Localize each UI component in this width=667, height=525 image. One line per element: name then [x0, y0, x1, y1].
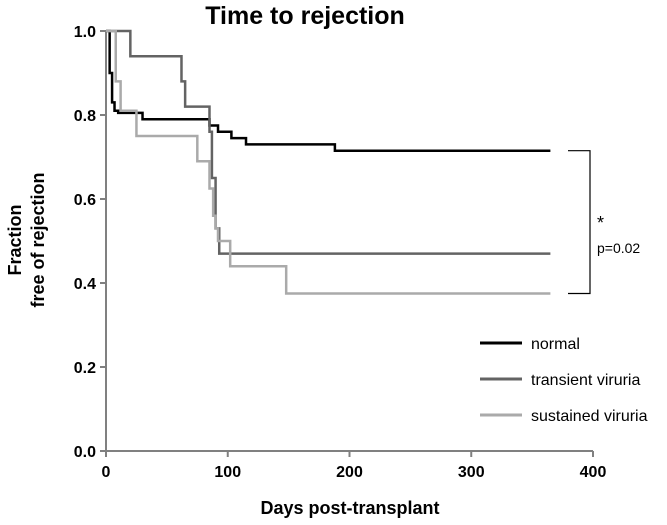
significance-bracket-line [568, 150, 591, 295]
legend-item-normal: normal [480, 336, 580, 353]
series-line-transient-viruria [106, 29, 551, 255]
y-tick-label: 0.4 [74, 276, 96, 293]
y-tick-label: 0.6 [74, 192, 96, 209]
axes [105, 31, 593, 452]
chart-title: Time to rejection [205, 2, 405, 30]
legend-label-sustained-viruria: sustained viruria [531, 408, 648, 425]
y-tick-label: 0.0 [74, 444, 96, 461]
significance-bracket: * p=0.02 [568, 150, 640, 295]
series-line-sustained-viruria [106, 29, 551, 295]
x-axis-label: Days post-transplant [260, 498, 439, 518]
significance-star: * [597, 213, 604, 233]
legend: normal transient viruria sustained virur… [480, 336, 648, 425]
legend-item-transient-viruria: transient viruria [480, 372, 640, 389]
y-tick-label: 0.8 [74, 108, 96, 125]
legend-label-normal: normal [531, 336, 580, 353]
p-value-label: p=0.02 [597, 240, 640, 256]
x-axis-ticks: 0 100 200 300 400 [102, 451, 607, 481]
series-layer [106, 29, 551, 295]
y-axis-label-line-2: free of rejection [28, 172, 48, 307]
y-axis-label-line-1: Fraction [5, 204, 25, 275]
y-axis-ticks: 0.0 0.2 0.4 0.6 0.8 1.0 [74, 24, 106, 461]
x-tick-label: 200 [336, 464, 363, 481]
x-tick-label: 400 [580, 464, 607, 481]
y-tick-label: 0.2 [74, 360, 96, 377]
x-tick-label: 100 [214, 464, 241, 481]
legend-item-sustained-viruria: sustained viruria [480, 408, 648, 425]
x-tick-label: 0 [102, 464, 111, 481]
y-tick-label: 1.0 [74, 24, 96, 41]
x-tick-label: 300 [458, 464, 485, 481]
legend-label-transient-viruria: transient viruria [531, 372, 640, 389]
series-line-normal [106, 29, 551, 152]
